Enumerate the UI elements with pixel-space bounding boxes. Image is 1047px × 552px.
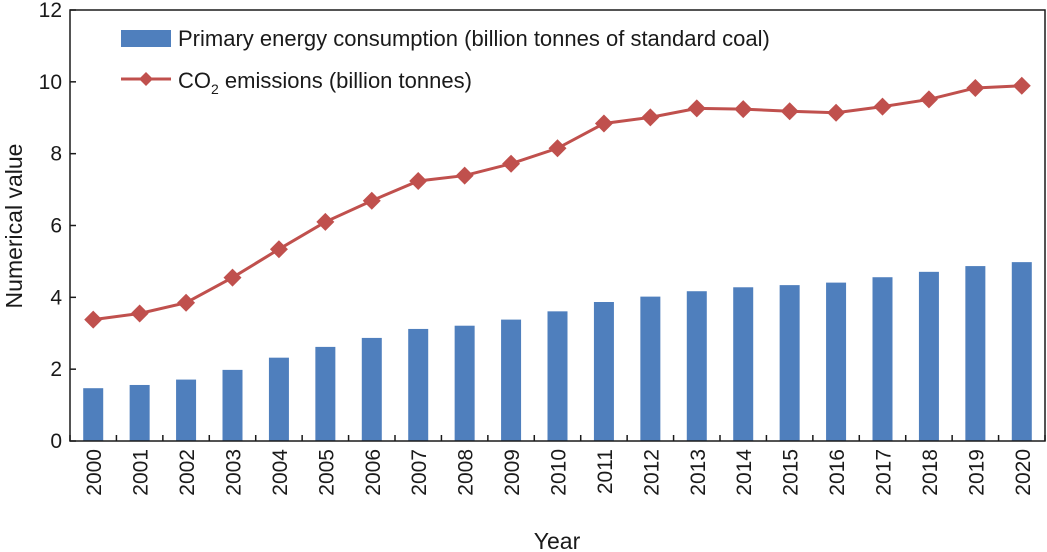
x-tick-label-2001: 2001 [130, 449, 153, 496]
x-axis-title: Year [534, 528, 581, 552]
y-tick-label-10: 10 [39, 71, 62, 94]
x-tick-label-2018: 2018 [919, 449, 942, 496]
co2-point-2006 [362, 191, 381, 210]
x-tick-label-2012: 2012 [640, 449, 663, 496]
x-tick-label-2004: 2004 [269, 449, 292, 496]
bar-2019 [965, 266, 986, 441]
bar-2008 [454, 325, 475, 441]
co2-point-2008 [455, 166, 474, 185]
co2-point-2005 [316, 212, 335, 231]
legend: Primary energy consumption (billion tonn… [121, 26, 770, 97]
co2-point-2016 [827, 103, 846, 122]
x-tick-label-2003: 2003 [223, 449, 246, 496]
co2-point-2015 [780, 102, 799, 121]
co2-point-2018 [919, 90, 938, 109]
bar-series-energy [83, 262, 1032, 441]
x-tick-label-2017: 2017 [873, 449, 896, 496]
line-series-co2 [84, 76, 1031, 329]
co2-point-2013 [687, 99, 706, 118]
y-tick-label-4: 4 [50, 286, 62, 309]
co2-point-2017 [873, 97, 892, 116]
x-tick-label-2013: 2013 [687, 449, 710, 496]
legend-label-co2: CO2 emissions (billion tonnes) [178, 68, 472, 97]
y-tick-label-12: 12 [39, 0, 62, 22]
bar-2018 [918, 271, 939, 441]
co2-point-2003 [223, 268, 242, 287]
bar-2001 [129, 384, 150, 441]
bar-2002 [176, 379, 197, 441]
bar-2012 [640, 296, 661, 441]
bar-2016 [826, 282, 847, 441]
x-tick-label-2008: 2008 [455, 449, 478, 496]
bar-2006 [361, 337, 382, 441]
legend-label-energy: Primary energy consumption (billion tonn… [178, 26, 770, 51]
legend-label-co2-sub: 2 [211, 81, 219, 97]
co2-point-2000 [84, 310, 103, 329]
co2-point-2004 [269, 240, 288, 259]
bar-2013 [686, 291, 707, 441]
x-tick-label-2015: 2015 [780, 449, 803, 496]
bar-2011 [593, 302, 614, 441]
bar-2014 [733, 287, 754, 441]
legend-swatch-energy [121, 30, 171, 47]
y-tick-label-8: 8 [50, 143, 62, 166]
x-tick-label-2007: 2007 [408, 449, 431, 496]
y-tick-label-6: 6 [50, 215, 62, 238]
x-tick-label-2011: 2011 [594, 449, 617, 494]
x-tick-label-2010: 2010 [548, 449, 571, 496]
x-tick-label-2020: 2020 [1012, 449, 1035, 496]
x-tick-label-2002: 2002 [176, 449, 199, 496]
co2-point-2001 [130, 304, 149, 323]
bar-2004 [268, 357, 289, 441]
bar-2015 [779, 285, 800, 441]
bar-2010 [547, 311, 568, 441]
bar-2000 [83, 388, 104, 441]
co2-point-2020 [1012, 76, 1031, 95]
co2-point-2009 [502, 154, 521, 173]
co2-point-2019 [966, 78, 985, 97]
y-axis-title: Numerical value [1, 144, 27, 309]
co2-point-2012 [641, 108, 660, 127]
x-tick-label-2014: 2014 [733, 449, 756, 496]
x-tick-label-2006: 2006 [362, 449, 385, 496]
co2-point-2007 [409, 171, 428, 190]
co2-point-2011 [594, 114, 613, 133]
y-tick-label-2: 2 [50, 358, 62, 381]
co2-point-2014 [734, 100, 753, 119]
x-tick-label-2019: 2019 [965, 449, 988, 496]
bar-2020 [1011, 262, 1032, 441]
x-tick-label-2009: 2009 [501, 449, 524, 496]
bar-2003 [222, 369, 243, 441]
bar-2005 [315, 346, 336, 441]
co2-point-2010 [548, 139, 567, 158]
co2-point-2002 [177, 293, 196, 312]
bar-2007 [408, 328, 429, 441]
bar-2009 [501, 319, 522, 441]
legend-label-co2-rest: emissions (billion tonnes) [219, 68, 472, 93]
y-tick-label-0: 0 [50, 430, 62, 453]
legend-label-co2-main: CO [178, 68, 211, 93]
x-tick-label-2000: 2000 [83, 449, 106, 496]
x-tick-label-2005: 2005 [315, 449, 338, 496]
x-tick-label-2016: 2016 [826, 449, 849, 496]
legend-marker-co2 [139, 72, 153, 86]
axes: 0 2 4 6 8 10 12 2000 2001 2002 2003 2004 2005 2006 200… [39, 0, 1046, 496]
bar-2017 [872, 277, 893, 441]
